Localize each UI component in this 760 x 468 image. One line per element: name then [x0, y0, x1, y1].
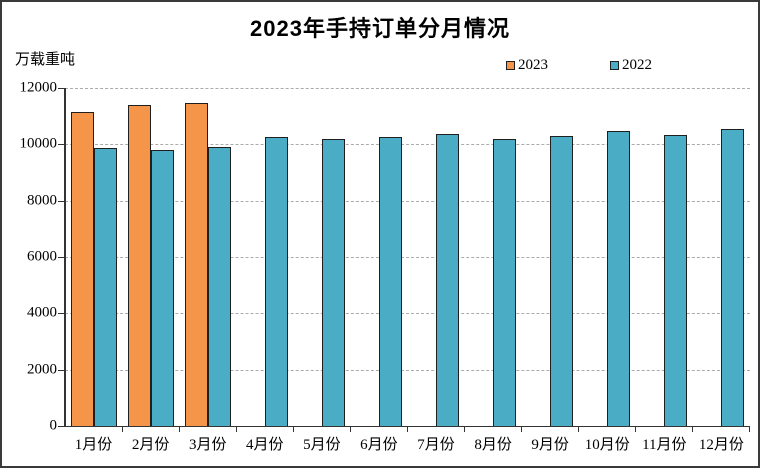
category-slot-5月份: 5月份 [293, 88, 351, 453]
category-slot-7月份: 7月份 [407, 88, 466, 453]
legend-label-2023: 2023 [518, 57, 548, 73]
y-axis-label-10000: 10000 [19, 135, 58, 152]
bar-2022-4月份 [264, 137, 288, 426]
y-axis-tick-12000 [58, 88, 65, 89]
bar-2022-9月份 [550, 135, 574, 426]
legend-swatch-2022 [610, 61, 619, 70]
category-slot-8月份: 8月份 [465, 88, 523, 453]
bar-2022-7月份 [436, 134, 459, 426]
legend-swatch-2023 [506, 61, 515, 70]
gridline-10000 [65, 144, 750, 146]
x-axis-label-8月份: 8月份 [474, 437, 512, 453]
bar-pair [242, 88, 288, 426]
legend-item-2022: 2022 [610, 57, 652, 74]
bar-2022-2月份 [150, 150, 174, 426]
x-axis-tick [635, 427, 637, 432]
bar-pair [184, 88, 231, 426]
y-axis-tick-10000 [58, 144, 65, 146]
x-axis-tick [235, 427, 237, 432]
x-axis-label-1月份: 1月份 [74, 437, 113, 453]
x-axis-label-9月份: 9月份 [531, 437, 569, 453]
x-axis-label-7月份: 7月份 [417, 437, 455, 453]
category-slot-11月份: 11月份 [636, 88, 694, 453]
bar-2022-10月份 [607, 130, 631, 426]
category-slot-9月份: 9月份 [522, 88, 580, 453]
gridline-8000 [65, 200, 750, 202]
category-slot-12月份: 12月份 [693, 88, 751, 453]
bar-2023-1月份 [70, 111, 94, 426]
y-axis-label-0: 0 [49, 417, 58, 434]
y-axis-line [64, 88, 66, 427]
bar-2022-3月份 [207, 146, 231, 426]
bar-pair [299, 88, 345, 426]
bar-pair [413, 88, 459, 426]
y-axis-tick-4000 [58, 313, 65, 315]
y-axis-label-6000: 6000 [27, 248, 57, 265]
x-axis-label-6月份: 6月份 [360, 437, 398, 453]
x-axis-tick [521, 427, 523, 432]
bar-2022-11月份 [664, 134, 688, 426]
bar-pair [641, 88, 688, 426]
plot-area: 0 2000 4000 6000 8000 10000 12000 1月份 2月份 3月份 4月份… [20, 80, 751, 453]
bar-2022-6月份 [378, 136, 402, 426]
gridline-12000 [65, 88, 750, 89]
legend: 2023 2022 [506, 57, 652, 74]
bar-pair [698, 88, 745, 426]
y-axis-tick-2000 [58, 369, 65, 371]
x-axis-tick [121, 427, 123, 432]
x-axis-tick [292, 427, 294, 432]
gridline-2000 [65, 369, 750, 371]
bar-2022-5月份 [321, 139, 345, 426]
bar-2023-2月份 [127, 104, 151, 426]
category-slot-3月份: 3月份 [179, 88, 237, 453]
x-axis-tick [578, 427, 580, 432]
category-slot-4月份: 4月份 [236, 88, 294, 453]
bar-pair [470, 88, 517, 426]
category-slot-6月份: 6月份 [350, 88, 408, 453]
y-axis-tick-6000 [58, 257, 65, 258]
bar-pair [356, 88, 402, 426]
gridline-4000 [65, 313, 750, 315]
x-axis-tick [749, 427, 751, 432]
bar-pair [584, 88, 631, 426]
y-axis-unit-label: 万载重吨 [15, 52, 76, 68]
bar-pair [527, 88, 574, 426]
x-axis-tick [349, 427, 351, 432]
gridline-6000 [65, 257, 750, 258]
bar-pair [70, 88, 117, 426]
y-axis-label-12000: 12000 [19, 79, 58, 96]
bar-2023-3月份 [184, 103, 208, 426]
y-axis-label-8000: 8000 [27, 192, 57, 209]
category-slot-2月份: 2月份 [122, 88, 180, 453]
x-axis-label-10月份: 10月份 [584, 437, 630, 453]
y-axis-label-2000: 2000 [27, 361, 57, 378]
x-axis-label-3月份: 3月份 [188, 437, 227, 453]
bar-slots: 1月份 2月份 3月份 4月份 5月份 6月份 7月份 8月份 9月份 10月份 11月份 12月份 [65, 88, 751, 453]
bar-2022-8月份 [493, 138, 517, 426]
x-axis-tick [464, 427, 466, 432]
x-axis-label-2月份: 2月份 [131, 437, 170, 453]
x-axis-label-4月份: 4月份 [246, 437, 284, 453]
bar-2022-1月份 [93, 148, 117, 426]
legend-label-2022: 2022 [622, 57, 652, 73]
x-axis-tick [178, 427, 180, 432]
chart-title: 2023年手持订单分月情况 [250, 16, 510, 41]
x-axis-label-5月份: 5月份 [303, 437, 341, 453]
bar-pair [127, 88, 174, 426]
y-axis-tick-0 [58, 426, 65, 427]
x-axis-tick [692, 427, 694, 432]
x-axis-label-12月份: 12月份 [698, 437, 744, 453]
category-slot-1月份: 1月份 [65, 88, 123, 453]
x-axis-line [64, 425, 750, 427]
y-axis-label-4000: 4000 [27, 304, 57, 321]
x-axis-label-11月份: 11月份 [642, 437, 687, 453]
x-axis-tick [406, 427, 408, 432]
category-slot-10月份: 10月份 [579, 88, 637, 453]
bar-2022-12月份 [721, 128, 745, 426]
y-axis-tick-8000 [58, 200, 65, 202]
legend-item-2023: 2023 [506, 57, 548, 74]
